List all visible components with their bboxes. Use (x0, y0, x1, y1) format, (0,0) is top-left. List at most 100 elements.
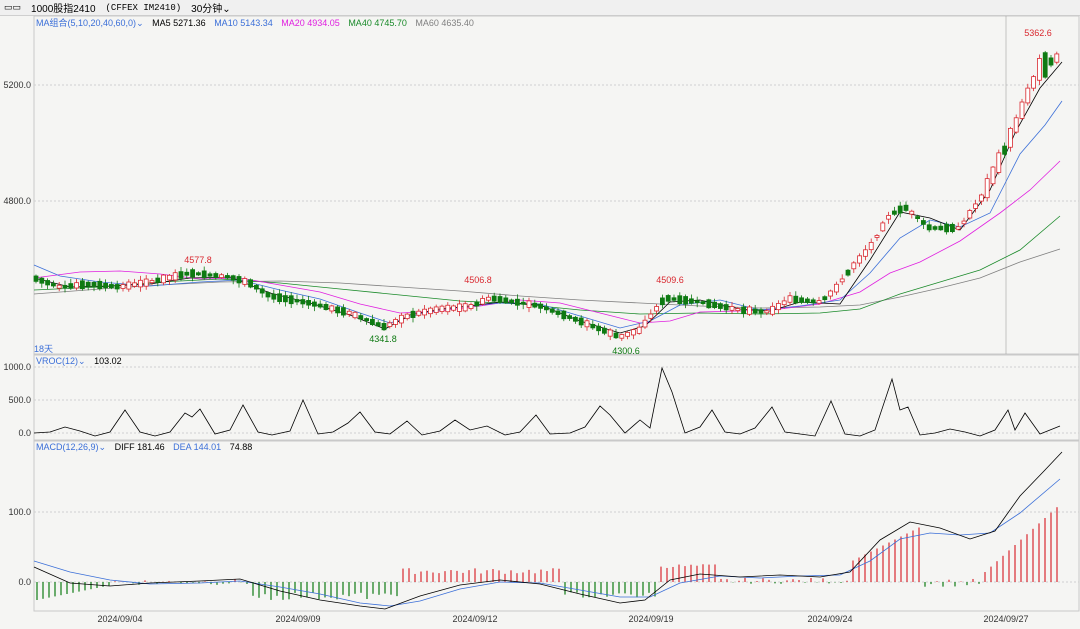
candle-body (485, 296, 491, 301)
candle-body (288, 295, 294, 305)
candle-body (143, 278, 149, 287)
candle-body (915, 216, 920, 219)
high-annotation: 4577.8 (184, 255, 212, 265)
candle-body (764, 310, 770, 314)
candle-body (636, 326, 642, 334)
candle-body (317, 303, 323, 308)
candle-body (683, 296, 688, 305)
candle-body (1048, 57, 1054, 66)
candle-body (526, 300, 532, 308)
candle-body (109, 284, 114, 289)
macd-label[interactable]: MACD(12,26,9) (36, 442, 99, 452)
candle-body (718, 303, 723, 309)
ma60-value: MA60 4635.40 (415, 18, 474, 28)
candle-body (567, 315, 572, 319)
ma-indicator-label[interactable]: MA组合(5,10,20,40,60,0) (36, 18, 137, 28)
candle-body (51, 283, 56, 287)
candle-body (155, 277, 161, 283)
low-annotation: 4341.8 (369, 334, 397, 344)
candlestick-series (33, 50, 1060, 342)
candle-body (126, 281, 132, 290)
candle-body (979, 194, 984, 202)
candle-body (300, 299, 306, 305)
candle-body (248, 279, 254, 288)
date-label: 2024/09/04 (97, 614, 142, 624)
candle-body (62, 284, 68, 289)
candle-body (845, 269, 851, 276)
candle-body (868, 241, 874, 251)
candle-body (265, 292, 271, 298)
candle-body (631, 329, 636, 336)
candle-body (323, 304, 329, 310)
symbol-name[interactable]: 1000股指2410 (31, 4, 96, 15)
candle-body (607, 329, 613, 337)
price-panel[interactable] (33, 15, 1080, 355)
candle-body (39, 277, 45, 284)
candle-body (45, 280, 50, 286)
candle-body (950, 223, 955, 233)
candle-body (468, 304, 474, 309)
low-annotation: 4300.6 (612, 346, 640, 356)
candle-body (886, 215, 891, 220)
macd-legend: MACD(12,26,9)⌄ DIFF 181.46 DEA 144.01 74… (36, 442, 252, 453)
candle-body (1031, 76, 1036, 89)
vroc-label[interactable]: VROC(12) (36, 356, 79, 366)
candle-body (880, 222, 886, 232)
candle-body (433, 306, 439, 313)
candle-body (329, 305, 335, 312)
vroc-line (33, 366, 1061, 437)
candle-body (654, 306, 659, 312)
vroc-legend: VROC(12)⌄ 103.02 (36, 356, 122, 367)
candle-body (207, 273, 213, 277)
candle-body (984, 178, 990, 199)
candle-body (729, 306, 735, 311)
candle-body (857, 255, 862, 264)
vroc-panel[interactable] (33, 354, 1080, 441)
candle-body (892, 210, 897, 215)
candle-body (921, 220, 926, 225)
days-label: 18天 (34, 344, 53, 354)
candle-body (224, 275, 230, 279)
candle-body (810, 299, 816, 304)
ma40-value: MA40 4745.70 (348, 18, 407, 28)
period-selector[interactable]: 30分钟⌄ (191, 4, 231, 15)
dea-line (33, 478, 1061, 607)
candle-body (863, 249, 868, 257)
candle-body (74, 282, 79, 289)
candle-body (967, 210, 973, 219)
candle-body (561, 310, 567, 320)
candle-body (642, 319, 648, 328)
candle-body (219, 274, 225, 278)
candle-body (346, 310, 352, 315)
macd-tick-0: 0.0 (18, 577, 31, 587)
candle-body (648, 313, 654, 319)
candle-body (364, 318, 370, 322)
candle-body (619, 334, 625, 339)
candle-body (306, 300, 312, 306)
candle-body (712, 301, 717, 309)
candle-body (555, 310, 561, 315)
candle-body (532, 302, 538, 308)
candle-body (781, 300, 787, 306)
candle-body (544, 306, 549, 311)
candle-body (903, 204, 909, 211)
candle-body (828, 290, 833, 297)
candle-body (897, 205, 903, 214)
chart-mode-icon[interactable]: ▭▭ (4, 2, 22, 12)
candle-body (787, 295, 793, 303)
candle-body (56, 284, 62, 289)
candle-body (515, 298, 520, 306)
candle-body (758, 309, 764, 314)
candle-body (259, 288, 265, 294)
candle-body (735, 308, 741, 312)
candle-body (410, 310, 416, 318)
candle-body (677, 295, 683, 305)
candle-body (596, 325, 601, 332)
macd-panel[interactable] (33, 440, 1080, 612)
candle-body (242, 278, 248, 285)
candle-body (776, 303, 781, 311)
candle-body (700, 301, 706, 305)
candle-body (456, 303, 462, 312)
candle-body (451, 305, 457, 311)
